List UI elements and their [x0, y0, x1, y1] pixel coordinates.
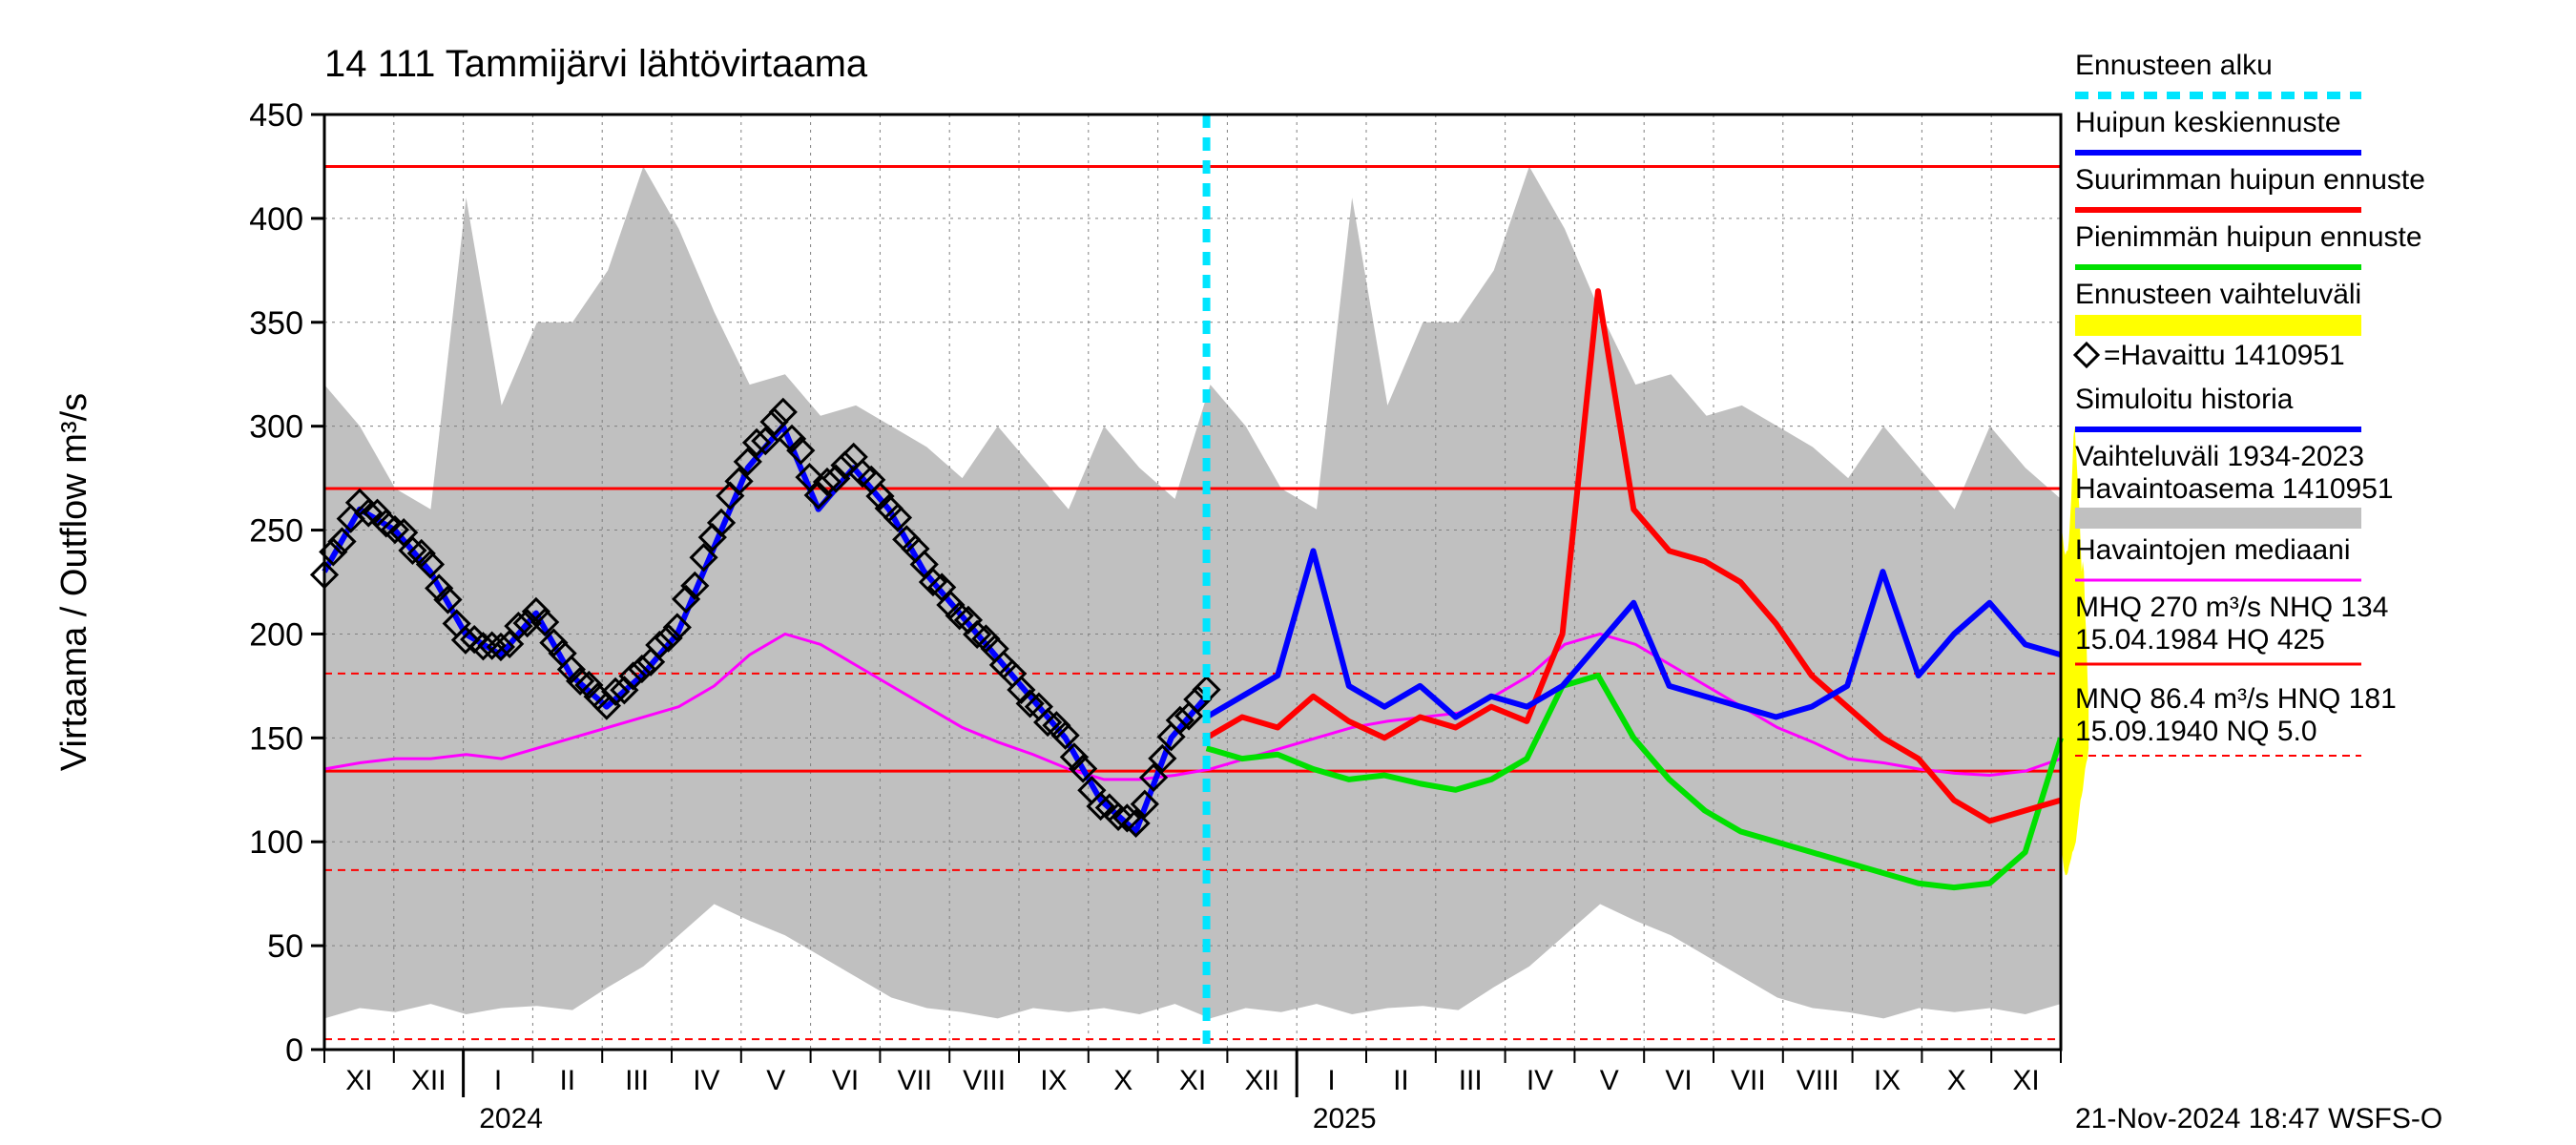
legend-item: Ennusteen vaihteluväli — [2075, 279, 2361, 336]
x-month-label: IX — [1040, 1065, 1067, 1096]
x-month-label: VIII — [963, 1065, 1006, 1096]
legend-label: MNQ 86.4 m³/s HNQ 181 — [2075, 683, 2397, 715]
x-month-label: I — [1327, 1065, 1335, 1096]
hydrograph-chart: 050100150200250300350400450XIXIIIIIIIIIV… — [0, 0, 2576, 1145]
x-month-label: X — [1113, 1065, 1132, 1096]
legend-label: Suurimman huipun ennuste — [2075, 164, 2425, 196]
legend-item: =Havaittu 1410951 — [2075, 340, 2345, 371]
y-tick-label: 200 — [249, 616, 303, 653]
x-month-label: V — [766, 1065, 785, 1096]
x-month-label: VI — [1665, 1065, 1692, 1096]
legend-label: Simuloitu historia — [2075, 384, 2294, 415]
x-month-label: II — [1393, 1065, 1409, 1096]
legend-label: Huipun keskiennuste — [2075, 107, 2341, 138]
x-year-label: 2025 — [1313, 1103, 1377, 1135]
x-month-label: VIII — [1797, 1065, 1839, 1096]
x-month-label: I — [494, 1065, 502, 1096]
x-year-label: 2024 — [479, 1103, 543, 1135]
y-tick-label: 400 — [249, 201, 303, 238]
legend-label-2: 15.04.1984 HQ 425 — [2075, 624, 2325, 656]
chart-title: 14 111 Tammijärvi lähtövirtaama — [324, 43, 868, 85]
x-month-label: XI — [2012, 1065, 2039, 1096]
x-month-label: VII — [1731, 1065, 1766, 1096]
y-tick-label: 150 — [249, 720, 303, 757]
legend-label: Vaihteluväli 1934-2023 — [2075, 441, 2364, 472]
y-tick-label: 350 — [249, 305, 303, 342]
x-month-label: XII — [1244, 1065, 1279, 1096]
legend-label: Ennusteen vaihteluväli — [2075, 279, 2361, 310]
y-tick-label: 250 — [249, 513, 303, 550]
x-month-label: VII — [897, 1065, 932, 1096]
y-tick-label: 100 — [249, 824, 303, 861]
x-month-label: IV — [1527, 1065, 1553, 1096]
y-axis-label: Virtaama / Outflow m³/s — [54, 393, 94, 771]
legend-label: Pienimmän huipun ennuste — [2075, 221, 2422, 253]
x-month-label: XI — [345, 1065, 372, 1096]
legend-label: MHQ 270 m³/s NHQ 134 — [2075, 592, 2388, 623]
x-month-label: X — [1947, 1065, 1966, 1096]
x-month-label: II — [559, 1065, 575, 1096]
y-tick-label: 50 — [267, 928, 303, 965]
legend-label: Ennusteen alku — [2075, 50, 2273, 81]
y-tick-label: 300 — [249, 409, 303, 446]
x-month-label: XI — [1179, 1065, 1206, 1096]
x-month-label: V — [1600, 1065, 1619, 1096]
legend-label: Havaintojen mediaani — [2075, 534, 2351, 566]
x-month-label: IX — [1874, 1065, 1901, 1096]
y-tick-label: 450 — [249, 97, 303, 134]
x-month-label: III — [1459, 1065, 1483, 1096]
footer-timestamp: 21-Nov-2024 18:47 WSFS-O — [2075, 1103, 2442, 1135]
legend-label: =Havaittu 1410951 — [2104, 340, 2345, 371]
legend-label-2: Havaintoasema 1410951 — [2075, 473, 2394, 505]
x-month-label: XII — [411, 1065, 447, 1096]
y-tick-label: 0 — [285, 1032, 303, 1069]
legend-label-2: 15.09.1940 NQ 5.0 — [2075, 716, 2317, 747]
x-month-label: VI — [832, 1065, 859, 1096]
x-month-label: III — [625, 1065, 649, 1096]
x-month-label: IV — [693, 1065, 719, 1096]
legend-item: Vaihteluväli 1934-2023 Havaintoasema 141… — [2075, 441, 2394, 529]
